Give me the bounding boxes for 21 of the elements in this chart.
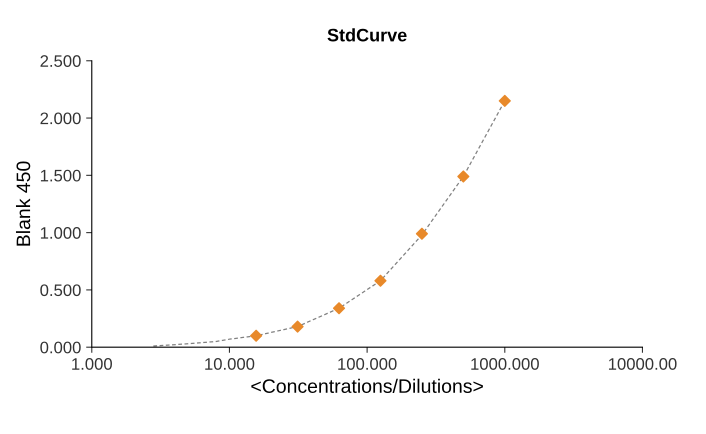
point (332, 302, 346, 314)
chart-title: StdCurve (328, 28, 407, 42)
y-tick-label: 2.000 (40, 112, 81, 124)
x-tick-label: 1.000 (72, 358, 112, 370)
x-tick-label: 100.000 (338, 358, 397, 370)
point (250, 330, 262, 342)
x-tick-label: 10000.00 (608, 358, 677, 370)
x-axis-title: <Concentrations/Dilutions> (251, 378, 483, 393)
y-tick-label: 0.500 (40, 284, 81, 296)
point (416, 228, 428, 240)
y-tick-label: 2.500 (40, 55, 81, 67)
point (292, 320, 304, 333)
y-tick-label: 1.500 (40, 170, 81, 182)
y-tick-label: 1.000 (40, 227, 81, 239)
point (374, 274, 387, 287)
x-tick-label: 10.000 (205, 358, 254, 370)
point (457, 170, 470, 183)
y-tick-label: 0.000 (40, 342, 81, 354)
x-tick-label: 1000.000 (471, 358, 539, 370)
point (498, 94, 511, 107)
y-axis-title: Blank 450 (16, 161, 30, 246)
